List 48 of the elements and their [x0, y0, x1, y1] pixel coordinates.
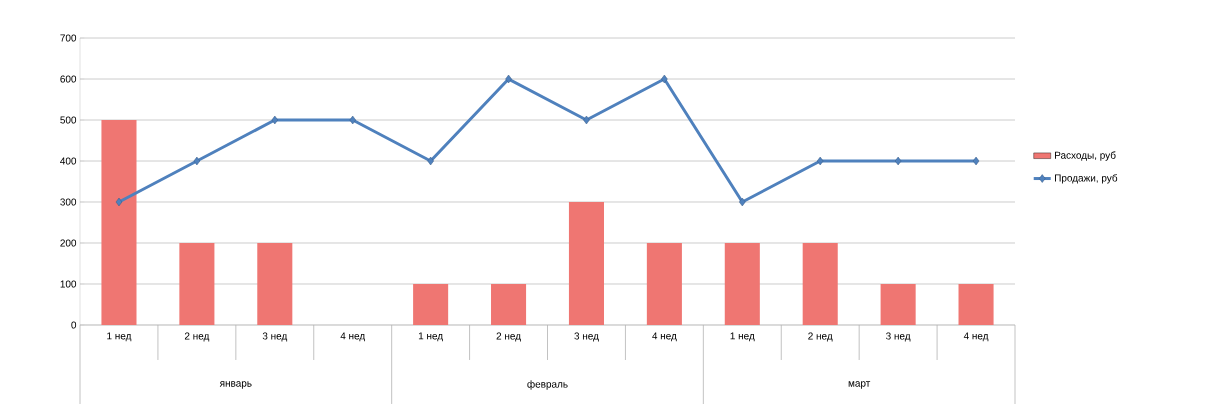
text: январь: [219, 381, 252, 389]
x-tick-label: 3 нед: [262, 332, 288, 342]
x-tick-label: 4 нед: [652, 332, 677, 342]
point: [972, 156, 980, 166]
x-tick-label: 1 нед: [107, 332, 132, 342]
y-tick-label: 100: [60, 280, 77, 288]
legend-label: Расходы, руб: [1055, 151, 1116, 161]
x-tick-label: 4 нед: [340, 332, 366, 342]
y-tick-label: 300: [60, 198, 77, 206]
bar: [257, 242, 293, 325]
point: [271, 115, 279, 125]
bar: [646, 242, 682, 325]
bar: [568, 201, 604, 325]
y-tick-label: 400: [60, 157, 77, 165]
point: [816, 156, 824, 166]
x-tick-label: 1 нед: [418, 332, 443, 342]
y-tick-label: 500: [60, 116, 77, 124]
bar: [880, 283, 916, 325]
point: [894, 156, 902, 166]
point: [661, 74, 668, 84]
legend-label: Продажи, руб: [1055, 173, 1118, 184]
y-tick-label: 700: [60, 34, 77, 42]
bar: [958, 283, 994, 325]
x-tick-label: 1 нед: [730, 332, 755, 342]
point: [427, 156, 434, 166]
x-tick-label: 2 нед: [496, 332, 521, 342]
bar: [101, 119, 137, 325]
y-tick-label: 200: [60, 239, 77, 247]
y-tick-label: 0: [71, 321, 77, 329]
x-tick-label: 2 нед: [184, 332, 210, 342]
x-tick-label: 2 нед: [808, 332, 833, 342]
y-tick-label: 600: [60, 75, 77, 83]
x-tick-label: 3 нед: [886, 332, 911, 342]
point: [349, 115, 356, 125]
text: февраль: [527, 380, 568, 390]
bar: [724, 242, 760, 325]
point: [583, 115, 590, 125]
point: [505, 74, 512, 84]
bar: [413, 283, 449, 325]
point: [115, 197, 123, 207]
x-tick-label: 3 нед: [574, 332, 599, 342]
point: [739, 197, 746, 207]
point: [193, 156, 201, 166]
bar: [179, 242, 215, 325]
x-tick-label: 4 нед: [963, 332, 989, 342]
bar: [802, 242, 838, 325]
text: март: [848, 381, 871, 389]
bar: [491, 283, 527, 325]
